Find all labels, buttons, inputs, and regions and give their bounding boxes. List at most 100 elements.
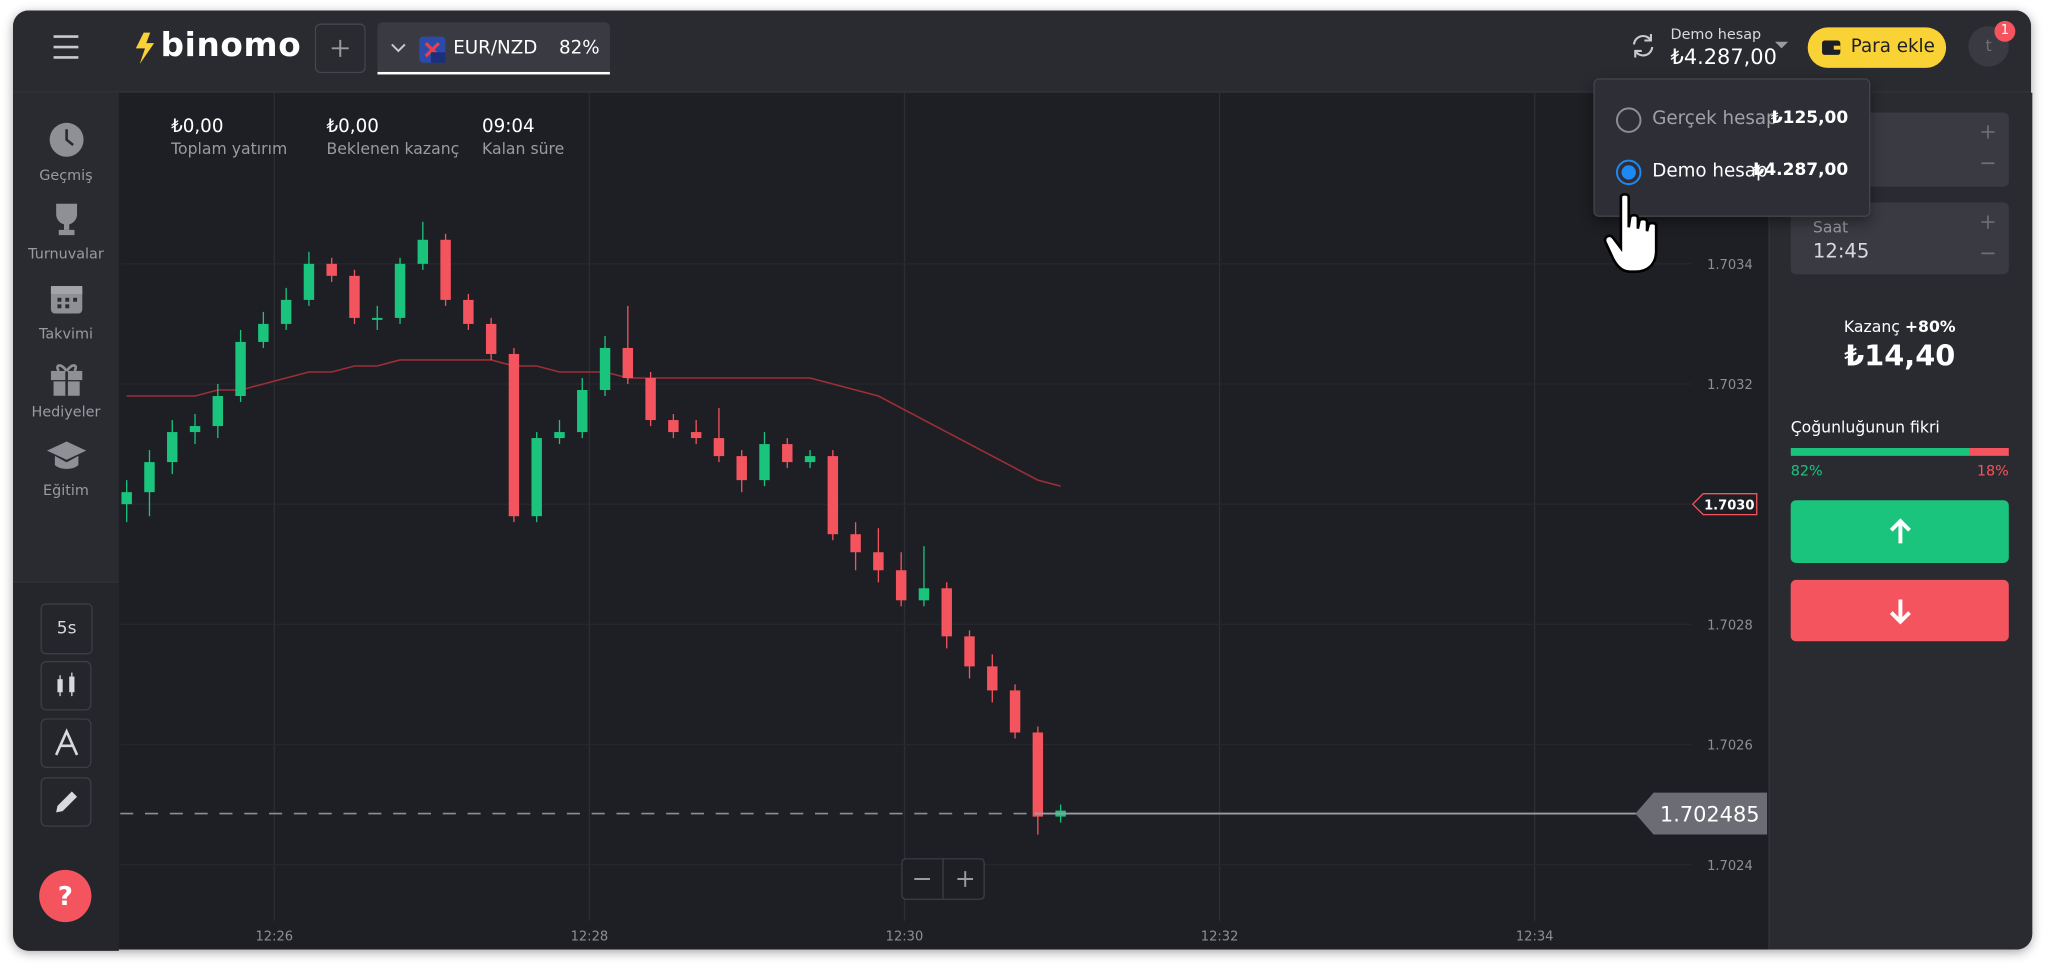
chart-type-button[interactable] [40, 660, 92, 712]
nav-label[interactable]: Turnuvalar [28, 245, 104, 263]
up-arrow [1889, 518, 1911, 544]
time-label: Saat [1812, 218, 1849, 237]
education-icon[interactable] [46, 436, 88, 475]
candle-body [531, 438, 542, 517]
nav-label[interactable]: Takvimi [38, 325, 93, 343]
stat-label: Kalan süre [481, 139, 565, 159]
candle-body [463, 299, 474, 324]
radio[interactable] [1614, 158, 1643, 187]
candle-body [1032, 732, 1044, 817]
account-balance: ₺4.287,00 [1752, 160, 1849, 181]
candle-body [258, 323, 269, 342]
wallet-icon [1822, 40, 1841, 55]
profit-label: Kazanç [1843, 317, 1900, 336]
asset-tab[interactable] [377, 22, 610, 75]
candle-body [782, 444, 793, 463]
sync-icon[interactable] [1629, 31, 1658, 60]
candle-body [804, 456, 816, 463]
candle-body [713, 438, 725, 457]
candle-body [167, 432, 178, 463]
indicators-button[interactable] [40, 718, 92, 769]
price-label-box [1635, 792, 1768, 835]
stat-value: 09:04 [481, 116, 535, 138]
up-button[interactable] [1790, 500, 2009, 563]
y-tick-label: 1.7026 [1707, 739, 1753, 754]
candle-body [759, 444, 770, 481]
time-value: 12:45 [1812, 239, 1870, 263]
asset-name: EUR/NZD [453, 37, 538, 59]
zoom-controls[interactable] [901, 858, 986, 901]
sidebar [13, 92, 119, 582]
asset-payout: 82% [559, 37, 600, 59]
candle-body [736, 456, 747, 481]
help-button[interactable]: ? [39, 869, 92, 923]
calendar-icon[interactable] [47, 280, 86, 319]
candle-body [668, 420, 679, 433]
price-marker [1691, 493, 1758, 516]
candle-body [622, 347, 634, 378]
down-arrow [1889, 599, 1911, 625]
sentiment-label: 18% [1977, 463, 2009, 479]
profit-row: Kazanç +80% [1768, 317, 2031, 335]
radio-ring [1615, 107, 1642, 133]
candle-body [417, 239, 429, 264]
gifts-icon[interactable] [47, 359, 86, 398]
x-tick-label: 12:26 [255, 929, 293, 944]
y-tick-label: 1.7028 [1707, 619, 1753, 634]
candle-body [372, 317, 383, 320]
stat-value: ₺0,00 [171, 116, 224, 138]
candle-body [394, 263, 406, 318]
y-tick-label: 1.7034 [1707, 258, 1753, 273]
x-tick-label: 12:30 [886, 929, 924, 944]
y-tick-label: 1.7032 [1707, 378, 1753, 393]
candle-body [918, 588, 930, 601]
candle-body [987, 666, 998, 691]
cursor [1603, 193, 1658, 273]
add-funds-label: Para ekle [1850, 36, 1935, 58]
candle-body [144, 462, 155, 493]
candle-body [235, 341, 246, 397]
account-name: Gerçek hesap [1652, 108, 1778, 130]
account-label: Demo hesap [1670, 26, 1762, 44]
logo: binomo [160, 26, 302, 64]
account-caret[interactable] [1774, 39, 1790, 52]
time-input[interactable] [1790, 202, 2010, 275]
add-asset-button[interactable] [314, 23, 366, 74]
candle-body [121, 492, 132, 505]
nav-label[interactable]: Eğitim [43, 481, 89, 499]
tournaments-icon[interactable] [47, 200, 86, 239]
logo-icon [135, 32, 155, 64]
profit-amount: ₺14,40 [1844, 340, 1956, 374]
candle-body [280, 299, 292, 324]
x-tick-label: 12:28 [571, 929, 609, 944]
down-button[interactable] [1790, 579, 2009, 642]
candle-body [895, 570, 907, 601]
price-label: 1.702485 [1660, 802, 1760, 826]
candle-body [440, 239, 451, 300]
menu-button[interactable] [50, 31, 84, 62]
y-tick-label: 1.7024 [1707, 859, 1753, 874]
candle-body [599, 347, 611, 391]
profit-rate: +80% [1904, 317, 1956, 336]
candle-body [827, 456, 839, 535]
sentiment-bar [1969, 447, 2009, 456]
candle-body [554, 432, 565, 439]
radio-ring [1615, 159, 1642, 186]
sentiment-label: 82% [1791, 463, 1823, 479]
moving-average [126, 359, 1061, 487]
nav-label[interactable]: Hediyeler [31, 403, 101, 421]
history-icon[interactable] [47, 120, 86, 159]
candle-body [645, 377, 656, 421]
balance: ₺4.287,00 [1670, 44, 1777, 70]
candle-body [1009, 690, 1021, 733]
nav-label[interactable]: Geçmiş [39, 167, 93, 185]
stat-label: Beklenen kazanç [326, 139, 460, 159]
drawing-button[interactable] [40, 777, 92, 828]
stat-label: Toplam yatırım [171, 139, 288, 159]
timeframe-button[interactable]: 5s [40, 603, 93, 655]
asset-flag [419, 36, 446, 63]
account-name: Demo hesap [1652, 160, 1768, 182]
radio[interactable] [1614, 106, 1643, 135]
